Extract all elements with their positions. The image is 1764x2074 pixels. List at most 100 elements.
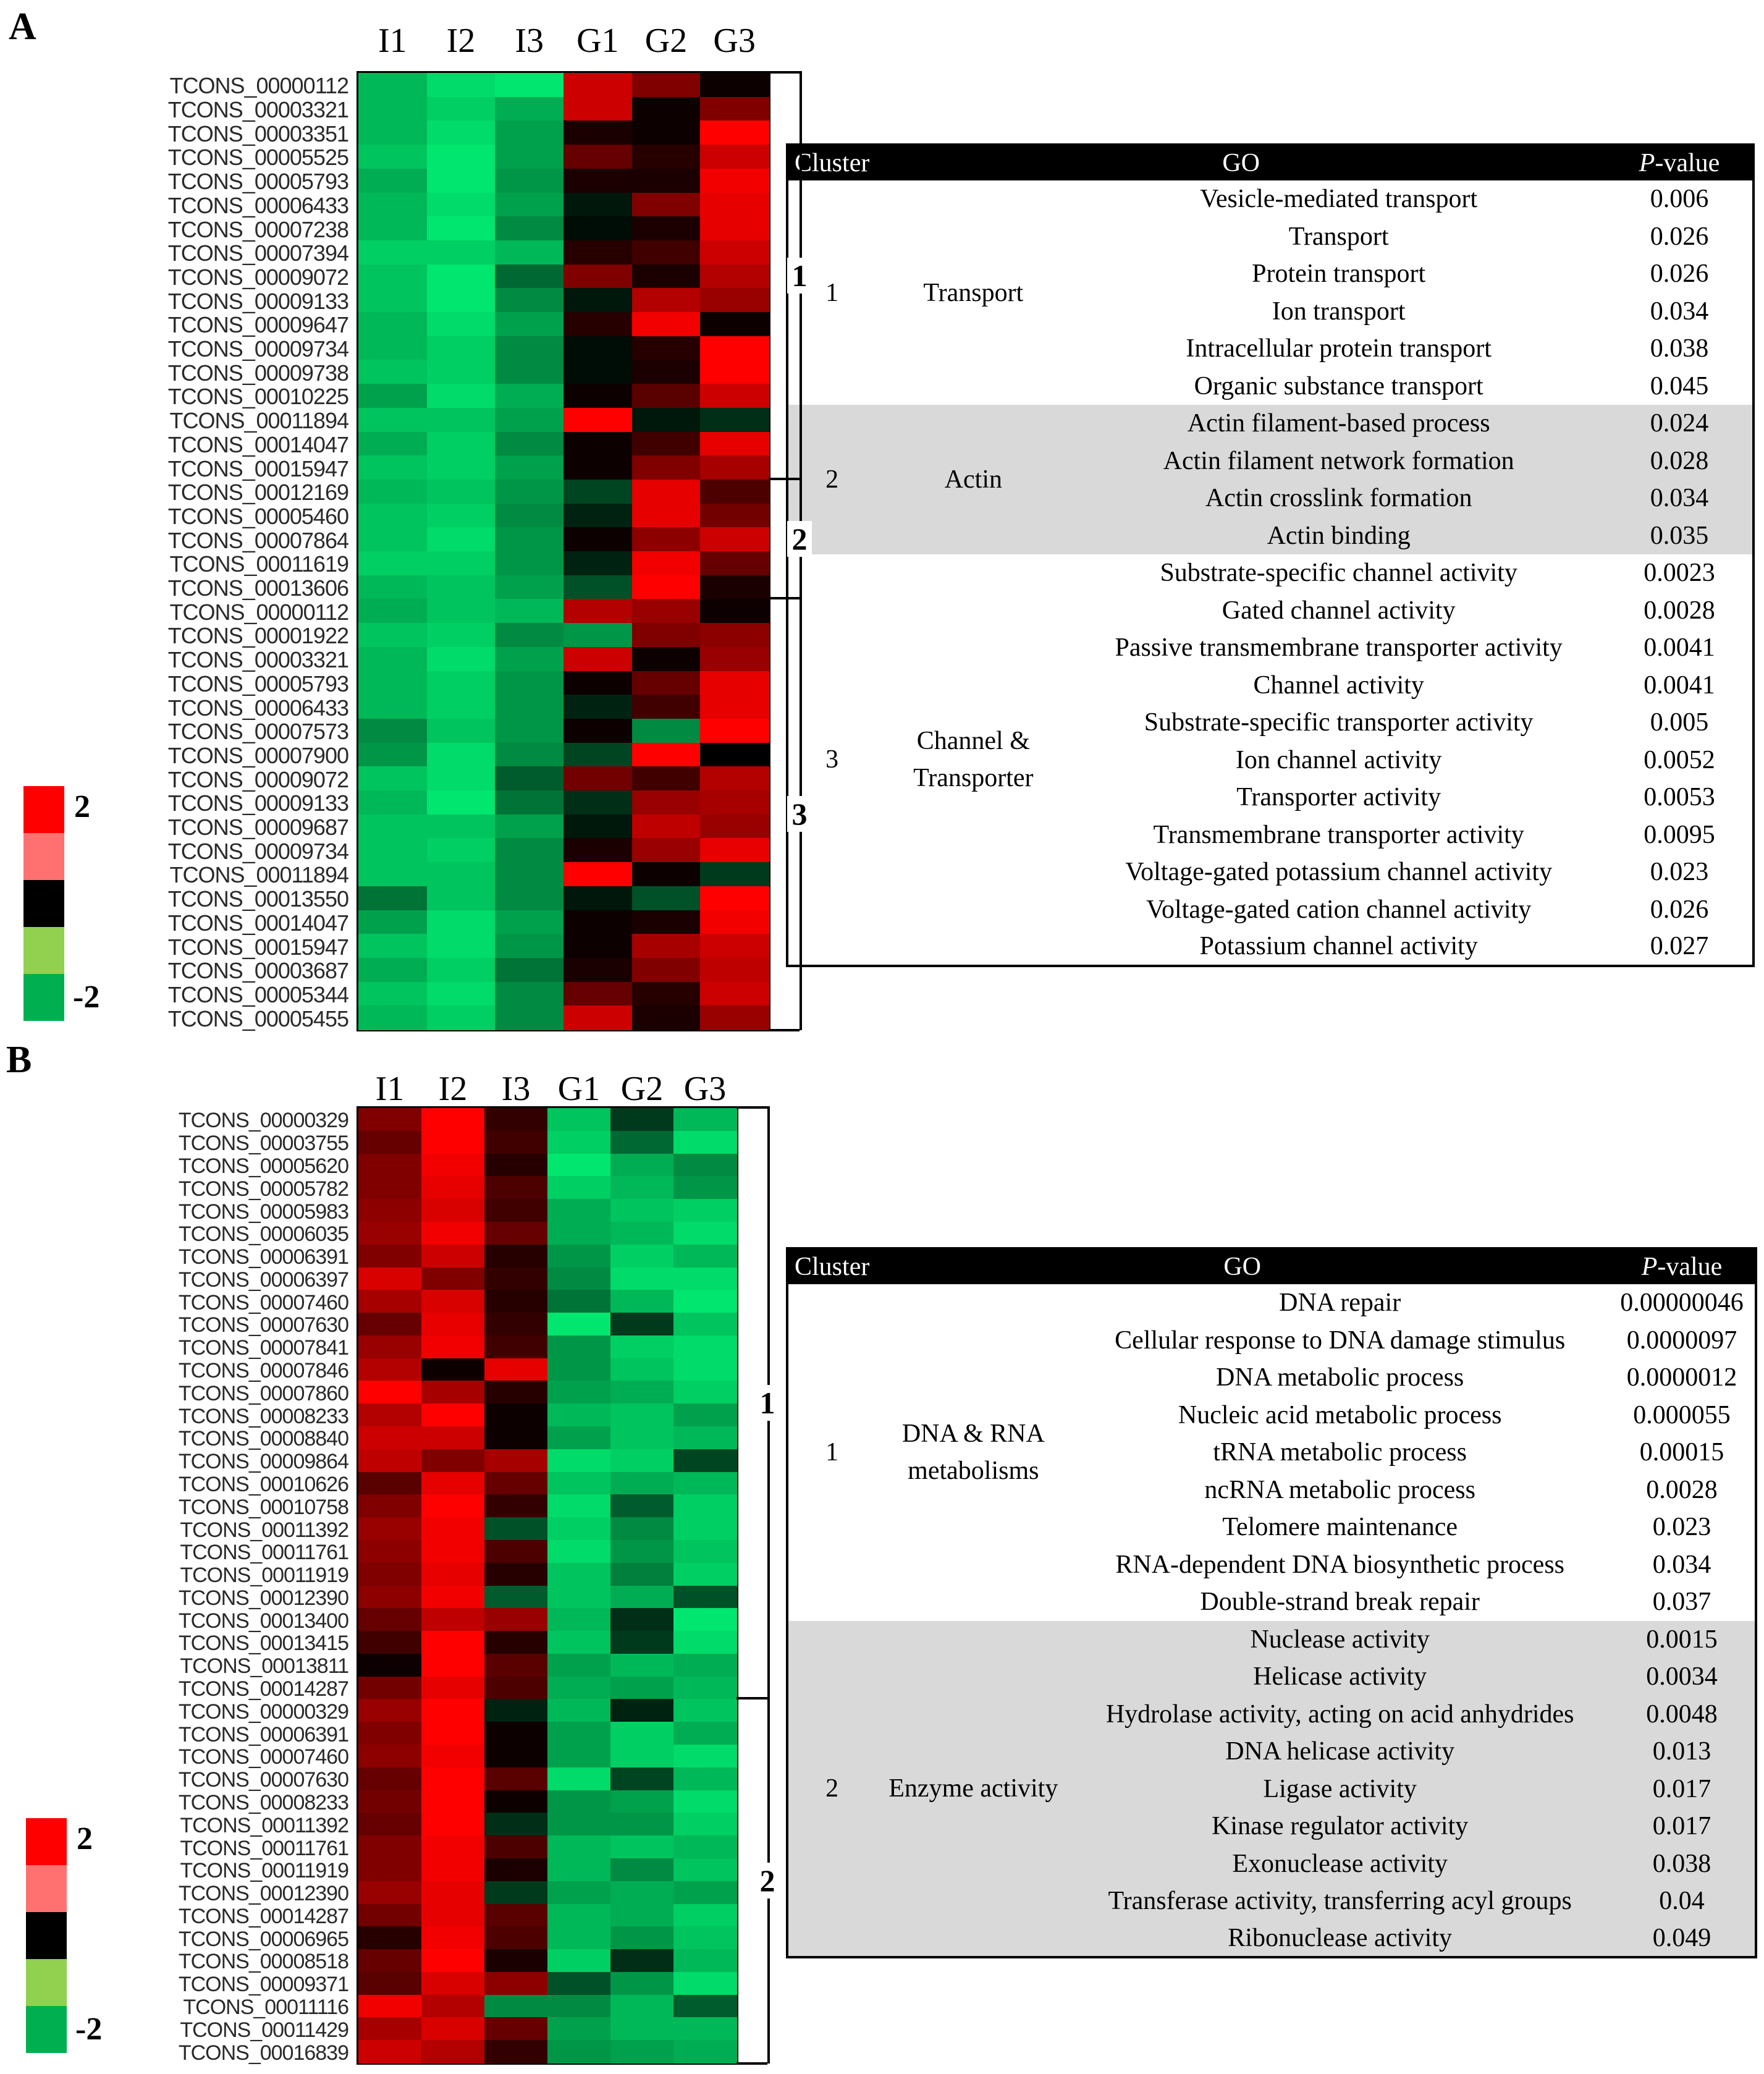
heatmap-cell (421, 1926, 485, 1950)
cluster-id: 1 (825, 1438, 839, 1467)
heatmap-cell (700, 862, 769, 887)
p-value: 0.028 (1606, 442, 1753, 480)
go-term: Cellular response to DNA damage stimulus (1115, 1326, 1566, 1355)
row-label: TCONS_00009072 (167, 766, 349, 792)
heatmap-cell (547, 1903, 611, 1927)
go-row: ncRNA metabolic process 0.0028 (787, 1471, 1756, 1509)
row-label: TCONS_00008518 (178, 1950, 349, 1974)
heatmap-cell (547, 1199, 611, 1222)
heatmap-cell (426, 121, 496, 145)
heatmap-cell (631, 957, 701, 983)
heatmap-cell (700, 838, 769, 863)
heatmap-cell (610, 1449, 674, 1473)
cluster-name-line: Transport (923, 278, 1024, 307)
heatmap-cell (610, 1562, 674, 1586)
p-value: 0.0000097 (1626, 1326, 1737, 1355)
row-label: TCONS_00007630 (178, 1768, 349, 1792)
cluster-name-line: Transporter (913, 763, 1034, 792)
row-label: TCONS_00011919 (180, 1564, 349, 1588)
row-label: TCONS_00003351 (167, 121, 349, 146)
heatmap-cell (358, 479, 428, 504)
heatmap-cell (700, 814, 769, 839)
heatmap-cell (700, 623, 769, 648)
heatmap-cell (421, 1449, 485, 1473)
heatmap-cell (484, 1790, 548, 1813)
heatmap-cell (563, 168, 633, 193)
heatmap-cell (547, 2017, 611, 2041)
heatmap-cell (358, 527, 428, 552)
heatmap-cell (358, 1835, 422, 1859)
row-label: TCONS_00005983 (178, 1200, 349, 1224)
heatmap-cell (673, 1539, 737, 1564)
row-label: TCONS_00005782 (178, 1177, 349, 1201)
heatmap-cell (610, 1244, 674, 1268)
heatmap-cell (563, 527, 633, 552)
go-term: Actin filament network formation (1071, 442, 1606, 480)
heatmap-cell (610, 1494, 674, 1518)
heatmap-cell (495, 503, 564, 528)
heatmap-cell (426, 431, 496, 456)
heatmap-cell (673, 1926, 737, 1950)
p-value: 0.026 (1650, 260, 1709, 289)
go-term: Organic substance transport (1194, 371, 1483, 400)
heatmap-cell (358, 1949, 422, 1973)
heatmap-cell (700, 671, 769, 695)
heatmap-cell (426, 192, 496, 217)
go-term: Helicase activity (1071, 1658, 1609, 1696)
heatmap-cell (700, 360, 769, 384)
heatmap-cell (700, 910, 769, 934)
heatmap-cell (426, 288, 496, 313)
go-term: Vesicle-mediated transport (1200, 185, 1478, 214)
row-label: TCONS_00006965 (178, 1927, 349, 1951)
heatmap-cell (426, 216, 496, 241)
go-row: Transferase activity, transferring acyl … (787, 1882, 1756, 1920)
heatmap-cell (426, 1005, 496, 1030)
heatmap-cell (495, 407, 564, 433)
go-term: Transmembrane transporter activity (1153, 820, 1524, 849)
heatmap-cell (700, 168, 769, 193)
go-row: Double-strand break repair 0.037 (787, 1583, 1756, 1621)
heatmap-cell (700, 1005, 769, 1030)
heatmap-cell (610, 1949, 674, 1973)
heatmap-cell (495, 551, 564, 576)
heatmap-cell (484, 1494, 548, 1518)
row-label: TCONS_00000329 (178, 1699, 349, 1724)
legend-swatch (23, 880, 64, 927)
heatmap-cell (610, 1813, 674, 1836)
cluster-bracket-bottom (769, 1029, 800, 1031)
legend-max-label: 2 (74, 789, 90, 824)
p-value: 0.045 (1650, 371, 1709, 400)
heatmap-cell (673, 1994, 737, 2018)
go-term: Intracellular protein transport (1186, 334, 1492, 363)
go-term: Exonuclease activity (1071, 1845, 1609, 1882)
heatmap-cell (495, 623, 564, 648)
go-term: Transferase activity, transferring acyl … (1071, 1882, 1609, 1920)
heatmap-cell (358, 910, 428, 934)
heatmap-cell (547, 1176, 611, 1200)
heatmap-cell (426, 360, 496, 384)
row-label: TCONS_00010225 (167, 384, 349, 410)
heatmap-cell (426, 240, 496, 265)
row-label: TCONS_00007630 (178, 1313, 349, 1337)
heatmap-cell (421, 1881, 485, 1905)
heatmap-cell (421, 1108, 485, 1132)
go-row: Transport 0.026 (787, 218, 1753, 256)
heatmap-cell (426, 886, 496, 911)
row-label: TCONS_00007573 (167, 719, 349, 745)
heatmap-cell (358, 431, 428, 456)
row-label: TCONS_00013550 (167, 886, 349, 912)
heatmap-cell (673, 1790, 737, 1813)
heatmap-cell (358, 1221, 422, 1245)
go-term: ncRNA metabolic process (1204, 1475, 1475, 1504)
heatmap-cell (563, 981, 633, 1006)
heatmap-cell (426, 527, 496, 552)
heatmap-cell (358, 1539, 422, 1564)
cluster-name: Channel & Transporter (876, 554, 1071, 966)
heatmap-cell (421, 1494, 485, 1518)
heatmap-cell (563, 455, 633, 480)
row-label: TCONS_00014287 (178, 1904, 349, 1928)
row-label: TCONS_00009687 (167, 815, 349, 840)
heatmap-cell (547, 2040, 611, 2063)
legend-swatch (23, 927, 64, 974)
heatmap-cell (421, 2017, 485, 2041)
